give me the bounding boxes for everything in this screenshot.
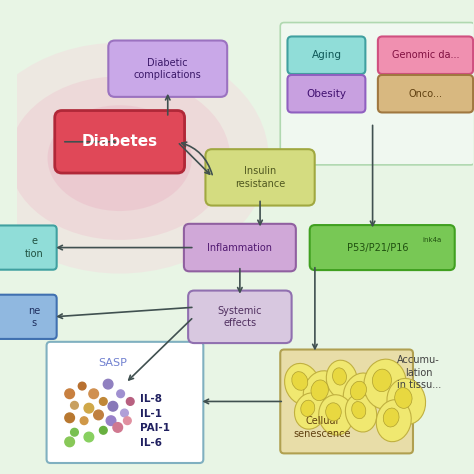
Circle shape (120, 409, 128, 417)
Circle shape (124, 417, 131, 425)
Text: e
tion: e tion (25, 237, 44, 259)
Ellipse shape (352, 401, 366, 419)
Text: Aging: Aging (311, 50, 341, 60)
FancyBboxPatch shape (378, 75, 473, 112)
FancyBboxPatch shape (280, 349, 413, 454)
FancyBboxPatch shape (280, 23, 474, 165)
FancyBboxPatch shape (55, 110, 184, 173)
Circle shape (127, 398, 134, 405)
Ellipse shape (326, 360, 357, 399)
Ellipse shape (395, 388, 412, 408)
Circle shape (113, 423, 123, 432)
FancyBboxPatch shape (288, 36, 365, 74)
Circle shape (80, 417, 88, 425)
FancyBboxPatch shape (184, 224, 296, 271)
Ellipse shape (346, 394, 377, 432)
FancyBboxPatch shape (109, 40, 227, 97)
Text: Diabetic
complications: Diabetic complications (134, 57, 201, 80)
Ellipse shape (0, 43, 269, 273)
Ellipse shape (292, 372, 308, 390)
Text: Insulin
resistance: Insulin resistance (235, 166, 285, 189)
Circle shape (84, 403, 94, 413)
Ellipse shape (383, 408, 399, 427)
Circle shape (71, 401, 78, 409)
Text: Obesity: Obesity (306, 89, 346, 99)
Text: Onco...: Onco... (409, 89, 443, 99)
Ellipse shape (326, 403, 341, 421)
Circle shape (94, 410, 103, 419)
FancyBboxPatch shape (46, 342, 203, 463)
Circle shape (117, 390, 125, 398)
Circle shape (65, 389, 74, 399)
Text: SASP: SASP (99, 358, 128, 368)
Text: ink4a: ink4a (423, 237, 442, 243)
Ellipse shape (311, 380, 328, 401)
Circle shape (84, 432, 94, 442)
Ellipse shape (294, 393, 326, 429)
Circle shape (103, 379, 113, 389)
FancyBboxPatch shape (188, 291, 292, 343)
Circle shape (65, 437, 74, 447)
Ellipse shape (364, 359, 406, 409)
Ellipse shape (373, 369, 392, 392)
Circle shape (89, 389, 99, 399)
Circle shape (100, 398, 107, 405)
Ellipse shape (333, 368, 346, 385)
Ellipse shape (319, 395, 354, 435)
FancyBboxPatch shape (0, 295, 57, 339)
FancyBboxPatch shape (205, 149, 315, 206)
Text: Celluar
senescence: Celluar senescence (294, 416, 351, 438)
Text: ne
s: ne s (28, 306, 40, 328)
Text: Systemic
effects: Systemic effects (218, 306, 262, 328)
FancyBboxPatch shape (310, 225, 455, 270)
FancyBboxPatch shape (378, 36, 473, 74)
Ellipse shape (303, 371, 342, 417)
Ellipse shape (284, 364, 320, 405)
FancyBboxPatch shape (0, 226, 57, 270)
Text: Inflammation: Inflammation (208, 243, 273, 253)
Ellipse shape (47, 105, 192, 211)
Ellipse shape (350, 381, 366, 400)
Text: Diabetes: Diabetes (82, 134, 158, 149)
Circle shape (71, 428, 78, 436)
Circle shape (100, 427, 107, 434)
FancyBboxPatch shape (288, 75, 365, 112)
Ellipse shape (343, 373, 379, 414)
Circle shape (108, 401, 118, 411)
Ellipse shape (387, 378, 426, 424)
Circle shape (65, 413, 74, 423)
Text: Genomic da...: Genomic da... (392, 50, 459, 60)
Circle shape (106, 416, 116, 426)
Ellipse shape (9, 76, 230, 240)
Text: Accumu-
lation
in tissu...: Accumu- lation in tissu... (397, 355, 441, 390)
Circle shape (78, 382, 86, 390)
Ellipse shape (301, 400, 315, 417)
Ellipse shape (376, 400, 411, 442)
Text: P53/P21/P16: P53/P21/P16 (346, 243, 408, 253)
Text: IL-8
IL-1
PAI-1
IL-6: IL-8 IL-1 PAI-1 IL-6 (140, 394, 170, 448)
